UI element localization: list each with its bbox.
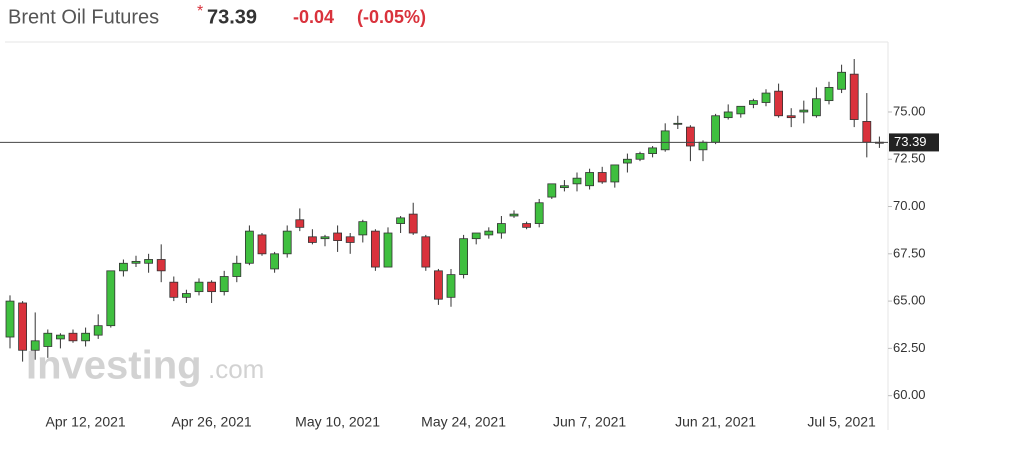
candle-body [232, 262, 242, 277]
candle-body [131, 260, 141, 264]
candle-body [106, 270, 116, 327]
candle-body [56, 334, 65, 340]
x-tick-label: Apr 12, 2021 [46, 414, 126, 430]
y-tick-label: 60.00 [893, 387, 926, 402]
change-pct: (-0.05%) [357, 7, 426, 27]
candle-body [333, 232, 343, 241]
candle-body [660, 130, 670, 151]
last-price-label: 73.39 [894, 134, 927, 149]
candle-body [30, 340, 40, 351]
candle-body [522, 223, 531, 228]
candle-body [496, 223, 506, 234]
candle-body [837, 71, 846, 90]
candle-body [635, 153, 645, 160]
watermark: Investing [26, 344, 202, 388]
x-tick-label: Jun 21, 2021 [675, 414, 756, 430]
candle-body [534, 202, 544, 224]
y-tick-label: 72.50 [893, 151, 926, 166]
candle-body [194, 281, 204, 293]
candle-body [169, 281, 179, 298]
candle-body [824, 86, 834, 102]
candle-body [547, 183, 557, 198]
candle-body [686, 126, 695, 147]
candle-body [244, 230, 254, 264]
candle-body [144, 259, 154, 264]
price: 73.39 [207, 6, 257, 28]
chart-title: Brent Oil Futures [8, 6, 159, 28]
candle-body [43, 332, 53, 347]
candle-body [207, 281, 217, 293]
candle-body [5, 300, 15, 338]
candle-body [320, 236, 330, 240]
candle-body [723, 111, 733, 119]
change: -0.04 [293, 7, 334, 27]
candle-body [799, 109, 809, 113]
candle-body [396, 217, 406, 224]
candle-body [471, 232, 481, 240]
candle-body [786, 115, 796, 119]
y-tick-label: 70.00 [893, 198, 926, 213]
candle-body [345, 236, 355, 243]
candle-body [560, 185, 569, 189]
candle-body [749, 100, 758, 105]
x-tick-label: May 24, 2021 [421, 414, 506, 430]
last-price-box [889, 133, 939, 152]
x-tick-label: Apr 26, 2021 [172, 414, 252, 430]
candle-body [68, 332, 78, 342]
candle-body [295, 219, 305, 228]
star-icon: * [197, 3, 203, 20]
candle-body [181, 293, 191, 298]
candle-body [358, 221, 368, 236]
candle-body [270, 253, 280, 270]
candle-body [18, 302, 28, 351]
candle-body [812, 98, 821, 117]
y-tick-label: 75.00 [893, 103, 926, 118]
x-tick-label: Jun 7, 2021 [553, 414, 626, 430]
candle-body [307, 236, 317, 243]
candle-body [736, 105, 746, 115]
candle-body [673, 122, 683, 125]
candle-body [610, 164, 620, 183]
candle-body [93, 325, 103, 336]
candle-body [761, 92, 771, 103]
y-tick-label: 65.00 [893, 293, 926, 308]
candle-body [849, 73, 859, 120]
candle-body [711, 115, 720, 143]
candle-body [81, 332, 90, 342]
candle-body [383, 232, 393, 268]
candle-body [219, 276, 229, 293]
x-tick-label: May 10, 2021 [295, 414, 380, 430]
candle-body [484, 230, 494, 236]
candle-body [119, 262, 128, 272]
candle-body [509, 213, 519, 217]
candle-body [623, 158, 632, 164]
watermark: .com [208, 354, 264, 384]
y-tick-label: 62.50 [893, 340, 926, 355]
candle-body [156, 259, 166, 272]
x-tick-label: Jul 5, 2021 [807, 414, 876, 430]
candle-body [282, 230, 292, 255]
candle-body [648, 147, 657, 154]
candle-body [862, 121, 872, 143]
candle-body [446, 274, 456, 298]
candle-body [698, 141, 708, 151]
candle-body [408, 213, 418, 234]
candle-body [585, 172, 594, 187]
candle-body [597, 172, 607, 183]
candle-body [257, 234, 267, 255]
candle-body [774, 90, 783, 117]
candle-body [421, 236, 431, 268]
candle-body [433, 270, 443, 300]
y-tick-label: 67.50 [893, 245, 926, 260]
candle-body [459, 238, 469, 276]
candle-body [572, 177, 582, 185]
candle-body [370, 230, 380, 268]
